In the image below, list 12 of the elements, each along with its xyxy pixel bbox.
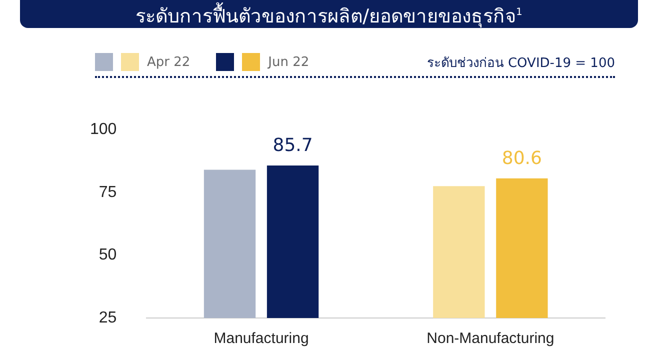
legend-label: Jun 22 [268, 54, 310, 70]
x-tick-label: Non-Manufacturing [426, 330, 554, 348]
x-tick-label: Manufacturing [214, 330, 309, 348]
y-tick-label: 75 [98, 184, 117, 201]
data-label: 85.7 [272, 135, 313, 156]
legend-label: Apr 22 [147, 54, 190, 70]
y-tick-label: 25 [98, 309, 117, 326]
text: ระดับช่วงก่อน COVID-19 = 100 [426, 54, 615, 72]
chart-title: ระดับการฟื้นตัวของการผลิต/ยอดขายของธุรกิจ$^{1}$ [20, 0, 638, 28]
data-label: 80.6 [502, 148, 542, 170]
y-tick-label: 50 [98, 246, 117, 264]
y-tick-label: 100 [90, 121, 117, 138]
